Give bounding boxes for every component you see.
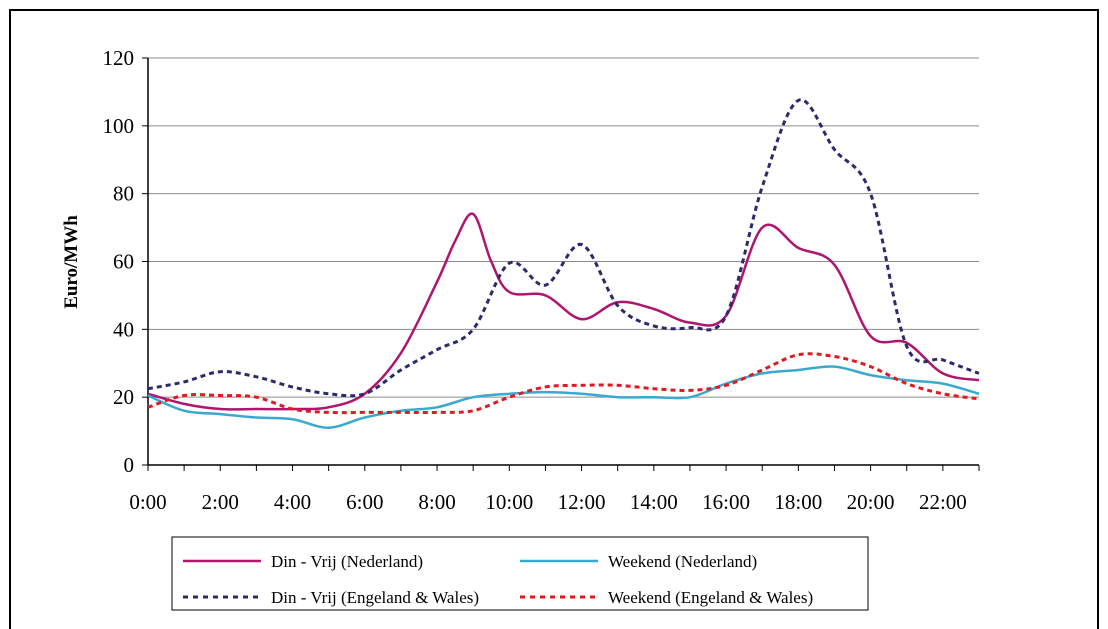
series-line-weekend-nederland: [147, 365, 980, 429]
y-tick-label: 100: [103, 114, 135, 138]
series-lines: [147, 98, 980, 429]
y-tick-label: 60: [113, 250, 134, 274]
x-tick-label: 6:00: [346, 490, 383, 514]
x-tick-label: 16:00: [702, 490, 750, 514]
x-tick-labels: 0:00 2:00 4:00 6:00 8:00 10:00 12:00 14:00 16:00…: [129, 465, 980, 514]
y-tick-label: 0: [124, 453, 135, 477]
x-tick-label: 4:00: [274, 490, 311, 514]
chart-frame: [9, 9, 1099, 629]
series-line-weekend-engeland-wales: [147, 352, 980, 415]
x-tick-label: 12:00: [558, 490, 606, 514]
legend-label: Weekend (Engeland & Wales): [608, 588, 813, 607]
legend-label: Din - Vrij (Engeland & Wales): [271, 588, 479, 607]
y-axis-label: Euro/MWh: [61, 215, 82, 309]
series-line-din-vrij-engeland-wales: [147, 98, 980, 398]
legend-label: Din - Vrij (Nederland): [271, 552, 423, 571]
x-tick-label: 18:00: [774, 490, 822, 514]
y-tick-label: 120: [103, 46, 135, 70]
x-tick-label: 8:00: [418, 490, 455, 514]
grid-lines: [148, 57, 979, 398]
y-tick-label: 40: [113, 317, 134, 341]
legend: Din - Vrij (Nederland) Weekend (Nederland…: [171, 536, 869, 611]
y-tick-label: 20: [113, 385, 134, 409]
x-tick-label: 14:00: [630, 490, 678, 514]
x-tick-label: 22:00: [919, 490, 967, 514]
x-tick-label: 0:00: [129, 490, 166, 514]
x-tick-label: 10:00: [485, 490, 533, 514]
y-tick-label: 80: [113, 182, 134, 206]
legend-label: Weekend (Nederland): [608, 552, 757, 571]
x-tick-label: 2:00: [202, 490, 239, 514]
y-tick-labels: 0 20 40 60 80 100 120: [103, 46, 148, 477]
x-tick-label: 20:00: [847, 490, 895, 514]
